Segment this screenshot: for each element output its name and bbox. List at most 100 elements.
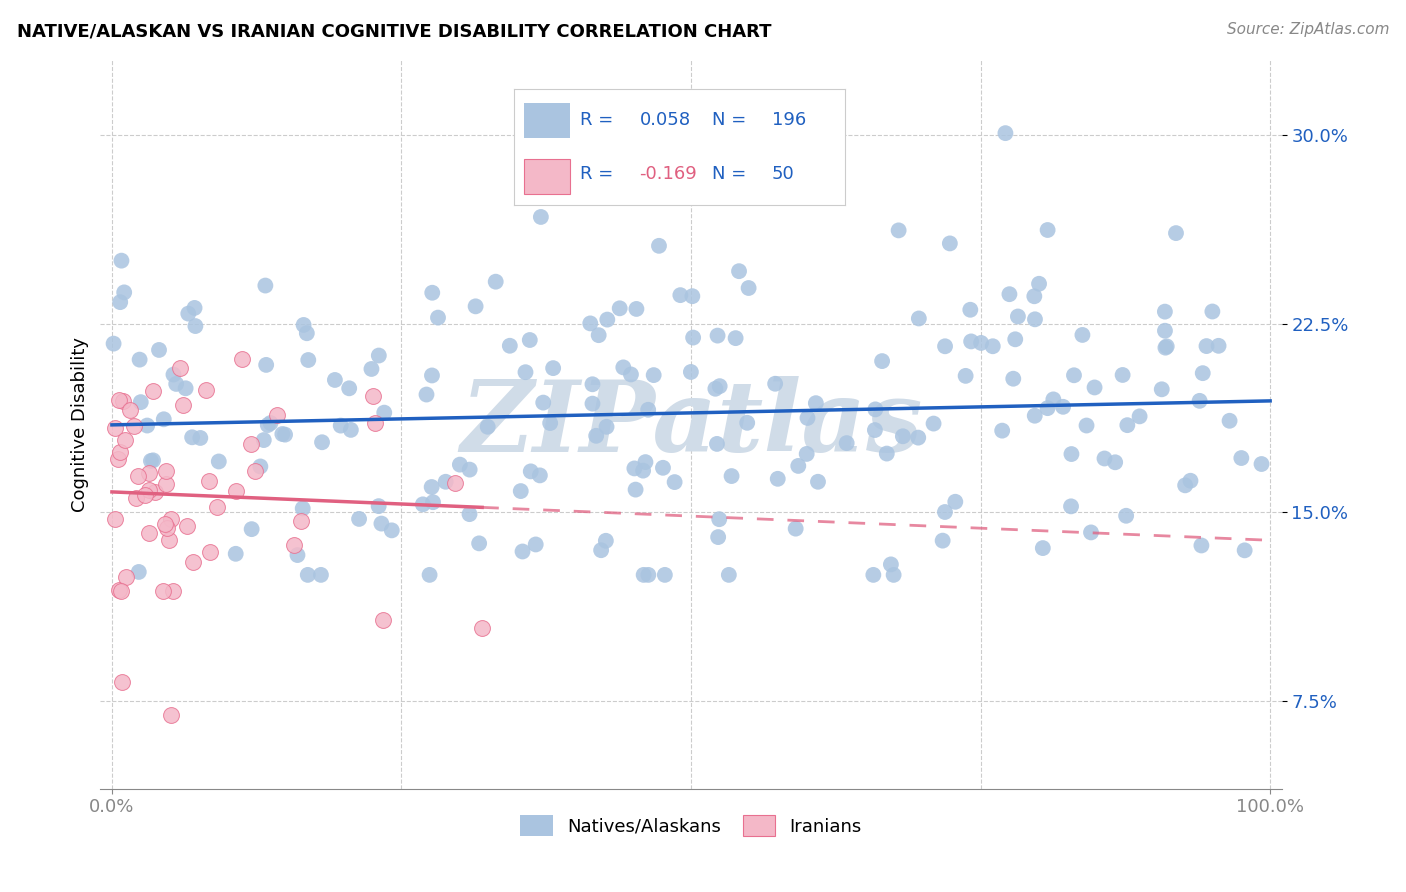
Point — [908, 311, 931, 326]
Point — [311, 435, 333, 450]
Point — [340, 423, 363, 437]
Point — [309, 567, 332, 582]
Point — [1080, 525, 1102, 540]
Point — [464, 299, 486, 313]
Point — [1076, 418, 1098, 433]
Point — [595, 419, 617, 434]
Point — [124, 491, 146, 506]
Point — [624, 483, 647, 497]
Point — [679, 365, 702, 379]
Point — [960, 334, 983, 349]
Point — [682, 330, 704, 344]
Point — [142, 384, 165, 398]
Point — [612, 360, 634, 375]
Point — [541, 361, 564, 376]
Point — [804, 396, 827, 410]
Point — [155, 476, 177, 491]
Point — [169, 360, 191, 375]
Point — [1188, 393, 1211, 408]
Point — [1250, 457, 1272, 471]
Point — [509, 484, 531, 499]
Point — [887, 223, 910, 237]
Point — [1052, 400, 1074, 414]
Point — [735, 416, 758, 430]
Point — [155, 464, 177, 478]
Point — [922, 417, 945, 431]
Point — [891, 429, 914, 443]
Point — [499, 339, 522, 353]
Text: NATIVE/ALASKAN VS IRANIAN COGNITIVE DISABILITY CORRELATION CHART: NATIVE/ALASKAN VS IRANIAN COGNITIVE DISA… — [17, 22, 772, 40]
Point — [585, 429, 607, 443]
Point — [609, 301, 631, 316]
Point — [654, 567, 676, 582]
Point — [1024, 312, 1046, 326]
Point — [108, 295, 131, 310]
Point — [256, 418, 278, 433]
Point — [111, 393, 134, 408]
Point — [427, 310, 450, 325]
Point — [297, 353, 319, 368]
Point — [581, 377, 603, 392]
Point — [991, 424, 1014, 438]
Point — [709, 379, 731, 393]
Point — [181, 555, 204, 569]
Point — [381, 524, 404, 538]
Point — [254, 278, 277, 293]
Point — [669, 288, 692, 302]
Point — [136, 418, 159, 433]
Point — [704, 382, 727, 396]
Point — [530, 210, 553, 224]
Point — [297, 567, 319, 582]
Point — [1094, 451, 1116, 466]
Point — [907, 431, 929, 445]
Point — [122, 418, 145, 433]
Point — [1230, 450, 1253, 465]
Point — [1174, 478, 1197, 492]
Point — [1154, 324, 1177, 338]
Point — [364, 417, 387, 431]
Point — [1007, 310, 1029, 324]
Point — [512, 544, 534, 558]
Point — [863, 423, 886, 437]
Point — [1024, 289, 1046, 303]
Point — [128, 565, 150, 579]
Point — [807, 475, 830, 489]
Point — [138, 525, 160, 540]
Point — [458, 507, 481, 521]
Point — [174, 381, 197, 395]
Point — [1191, 366, 1213, 380]
Point — [412, 497, 434, 511]
Point — [637, 402, 659, 417]
Point — [103, 336, 125, 351]
Point — [524, 537, 547, 551]
Text: ZIPatlas: ZIPatlas — [460, 376, 922, 473]
Point — [970, 335, 993, 350]
Point — [1154, 341, 1177, 355]
Point — [633, 567, 655, 582]
Point — [240, 437, 263, 451]
Point — [205, 500, 228, 514]
Point — [865, 402, 887, 417]
Point — [994, 126, 1017, 140]
Point — [444, 475, 467, 490]
Point — [643, 368, 665, 383]
Point — [519, 464, 541, 478]
Point — [1156, 339, 1178, 353]
Point — [1071, 327, 1094, 342]
Point — [720, 469, 742, 483]
Point — [529, 468, 551, 483]
Point — [515, 365, 537, 379]
Point — [1208, 339, 1230, 353]
Point — [1164, 226, 1187, 240]
Point — [156, 521, 179, 535]
Point — [104, 512, 127, 526]
Point — [181, 430, 204, 444]
Point — [1036, 401, 1059, 416]
Point — [290, 514, 312, 528]
Point — [1195, 339, 1218, 353]
Point — [634, 455, 657, 469]
Point — [862, 567, 884, 582]
Point — [883, 567, 905, 582]
Point — [271, 427, 294, 442]
Point — [434, 475, 457, 489]
